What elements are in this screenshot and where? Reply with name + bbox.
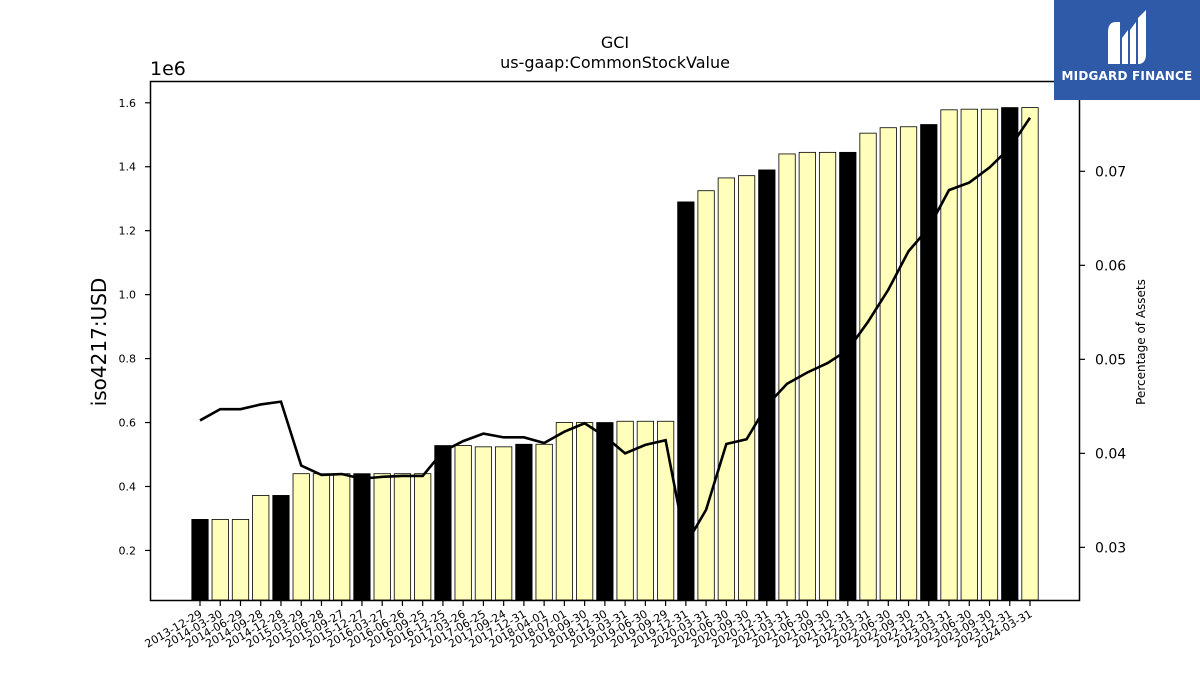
bar-2020-03-31 bbox=[697, 190, 715, 601]
logo-text: MIDGARD FINANCE bbox=[1061, 69, 1193, 83]
y2-tick-label: 0.06 bbox=[1095, 258, 1126, 274]
bar-2018-09-30 bbox=[576, 422, 594, 601]
bar-2015-03-29 bbox=[292, 473, 310, 601]
y2-tick-label: 0.03 bbox=[1095, 540, 1126, 556]
y2-tick-label: 0.05 bbox=[1095, 352, 1126, 368]
bar-2017-06-25 bbox=[474, 446, 493, 601]
bar-2020-09-30 bbox=[737, 175, 756, 601]
chart-subtitle: us-gaap:CommonStockValue bbox=[500, 53, 730, 72]
y2-ticks: 0.03 0.04 0.05 0.06 0.07 bbox=[1079, 164, 1126, 556]
bar-2022-03-31 bbox=[859, 132, 877, 601]
bar-2017-03-26 bbox=[454, 445, 472, 601]
bar-2024-03-31 bbox=[1021, 107, 1039, 601]
logo-mark-icon bbox=[1108, 10, 1146, 64]
bar-2018-04-01 bbox=[535, 443, 553, 601]
bar-2016-03-27 bbox=[373, 473, 391, 601]
x-ticks: 2013-12-292014-03-302014-06-292014-09-28… bbox=[143, 600, 1035, 651]
bar-2016-09-25 bbox=[414, 473, 432, 601]
y-tick-label: 1.6 bbox=[119, 97, 137, 110]
bar-2016-06-26 bbox=[393, 473, 412, 601]
bars-layer bbox=[191, 107, 1039, 601]
y-tick-label: 0.2 bbox=[119, 544, 137, 557]
bar-2022-12-31 bbox=[920, 124, 938, 601]
y-offset-label: 1e6 bbox=[150, 58, 186, 80]
bar-2021-12-31 bbox=[839, 151, 857, 601]
bar-2022-09-30 bbox=[899, 126, 918, 601]
y2-tick-label: 0.07 bbox=[1095, 164, 1126, 180]
percentage-of-assets-line bbox=[199, 116, 1032, 549]
bar-2017-12-31 bbox=[515, 443, 533, 601]
y2-axis-label: Percentage of Assets bbox=[1134, 279, 1148, 405]
bar-2020-06-30 bbox=[717, 177, 735, 601]
bar-2014-06-29 bbox=[231, 519, 250, 601]
bar-2016-12-25 bbox=[434, 445, 452, 601]
bar-2015-12-27 bbox=[353, 473, 371, 601]
plot-frame bbox=[149, 80, 1081, 602]
y-tick-label: 0.4 bbox=[119, 480, 137, 493]
y-tick-label: 1.2 bbox=[119, 225, 137, 238]
bar-2022-06-30 bbox=[879, 127, 897, 601]
bar-2021-09-30 bbox=[818, 151, 837, 601]
midgard-finance-logo: MIDGARD FINANCE bbox=[1054, 0, 1200, 100]
y-ticks: 0.2 0.4 0.6 0.8 1.0 1.2 1.4 1.6 bbox=[119, 97, 151, 557]
bar-2021-03-31 bbox=[778, 153, 796, 601]
bar-2023-09-30 bbox=[980, 108, 999, 601]
bar-2017-09-24 bbox=[495, 446, 513, 601]
bar-2020-12-31 bbox=[758, 169, 776, 601]
bar-2023-12-31 bbox=[1001, 107, 1019, 601]
y-tick-label: 0.6 bbox=[119, 417, 137, 430]
bar-2014-09-28 bbox=[252, 495, 270, 601]
bar-2023-03-31 bbox=[940, 109, 958, 601]
bar-2015-09-27 bbox=[333, 473, 351, 601]
y-tick-label: 1.0 bbox=[119, 289, 137, 302]
chart-title: GCI bbox=[601, 33, 629, 52]
y-tick-label: 0.8 bbox=[119, 353, 137, 366]
bar-2013-12-29 bbox=[191, 519, 209, 601]
y2-tick-label: 0.04 bbox=[1095, 446, 1126, 462]
bar-2018-07-01 bbox=[555, 422, 573, 601]
bar-2014-03-30 bbox=[211, 519, 229, 601]
bar-2014-12-28 bbox=[272, 495, 290, 601]
bar-2015-06-28 bbox=[312, 473, 331, 601]
bar-2019-09-29 bbox=[657, 420, 675, 601]
y-tick-label: 1.4 bbox=[119, 161, 137, 174]
bar-2018-12-30 bbox=[596, 422, 614, 601]
y-axis-label: iso4217:USD bbox=[87, 278, 111, 407]
